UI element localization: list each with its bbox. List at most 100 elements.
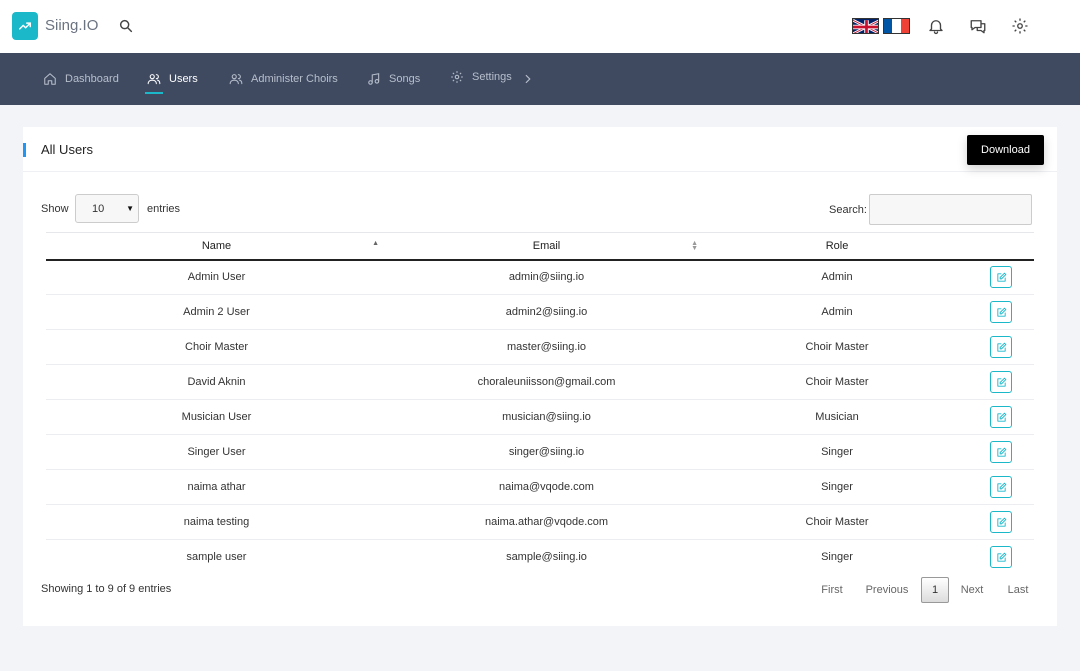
pagination-page-current[interactable]: 1 — [921, 577, 949, 603]
edit-user-button[interactable] — [990, 546, 1012, 569]
cell-actions — [968, 469, 1034, 505]
table-row: Singer User singer@siing.io Singer — [46, 434, 1034, 470]
table-row: Choir Master master@siing.io Choir Master — [46, 329, 1034, 365]
cell-role: Choir Master — [706, 329, 968, 365]
uk-flag-icon[interactable] — [852, 18, 879, 34]
app-title[interactable]: Siing.IO — [45, 17, 99, 34]
edit-icon — [996, 377, 1006, 387]
chevron-right-icon — [525, 74, 531, 84]
column-header-role[interactable]: Role — [706, 232, 968, 261]
search-label: Search: — [829, 204, 867, 216]
cell-name: Choir Master — [46, 329, 387, 365]
nav-item-settings[interactable]: Settings — [450, 51, 512, 103]
music-note-icon — [368, 73, 380, 85]
cell-actions — [968, 504, 1034, 540]
edit-user-button[interactable] — [990, 476, 1012, 498]
home-icon — [44, 73, 56, 85]
cell-actions — [968, 399, 1034, 435]
nav-item-users[interactable]: Users — [147, 53, 198, 105]
sort-asc-icon: ▲ — [372, 240, 379, 247]
nav-item-label: Settings — [472, 71, 512, 83]
nav-item-dashboard[interactable]: Dashboard — [43, 53, 119, 105]
cell-email: singer@siing.io — [387, 434, 706, 470]
download-button[interactable]: Download — [967, 135, 1044, 165]
gear-icon — [451, 71, 463, 83]
france-flag-icon[interactable] — [883, 18, 910, 34]
table-row: Admin 2 User admin2@siing.io Admin — [46, 294, 1034, 330]
trending-up-icon — [19, 22, 31, 30]
edit-user-button[interactable] — [990, 511, 1012, 533]
nav-item-label: Administer Choirs — [251, 73, 338, 85]
cell-name: naima athar — [46, 469, 387, 505]
edit-icon — [996, 412, 1006, 422]
nav-item-label: Dashboard — [65, 73, 119, 85]
pagination-last[interactable]: Last — [1007, 584, 1029, 596]
edit-user-button[interactable] — [990, 371, 1012, 393]
search-input[interactable] — [869, 194, 1032, 225]
search-icon[interactable] — [118, 18, 134, 34]
users-table: Name ▲ Email ▲ ▼ Role Admin User admin@siing… — [46, 232, 1034, 575]
cell-email: master@siing.io — [387, 329, 706, 365]
edit-user-button[interactable] — [990, 406, 1012, 428]
caret-down-icon: ▼ — [126, 204, 134, 213]
cell-email: admin2@siing.io — [387, 294, 706, 330]
users-icon — [229, 74, 243, 85]
cell-email: choraleuniisson@gmail.com — [387, 364, 706, 400]
column-header-actions — [968, 232, 1034, 261]
pagination-next[interactable]: Next — [960, 584, 984, 596]
table-body: Admin User admin@siing.io Admin Admin 2 Use… — [46, 259, 1034, 575]
edit-icon — [996, 447, 1006, 457]
cell-email: musician@siing.io — [387, 399, 706, 435]
cell-name: Admin User — [46, 259, 387, 295]
edit-user-button[interactable] — [990, 336, 1012, 358]
cell-actions — [968, 434, 1034, 470]
pagination-first[interactable]: First — [821, 584, 843, 596]
top-bar: Siing.IO — [0, 0, 1080, 53]
nav-item-songs[interactable]: Songs — [367, 53, 420, 105]
cell-role: Musician — [706, 399, 968, 435]
cell-email: sample@siing.io — [506, 551, 587, 564]
entries-length-value: 10 — [92, 202, 105, 215]
cell-name: naima testing — [46, 504, 387, 540]
pagination-previous[interactable]: Previous — [865, 584, 909, 596]
nav-more-button[interactable] — [521, 53, 535, 105]
cell-name: Admin 2 User — [46, 294, 387, 330]
nav-item-label: Songs — [389, 73, 421, 85]
entries-length-select[interactable]: 10 ▼ — [75, 194, 139, 223]
edit-icon — [996, 342, 1006, 352]
nav-item-administer-choirs[interactable]: Administer Choirs — [229, 53, 338, 105]
cell-name: sample user — [186, 551, 247, 564]
cell-name: David Aknin — [46, 364, 387, 400]
edit-icon — [996, 482, 1006, 492]
table-info: Showing 1 to 9 of 9 entries — [41, 583, 172, 595]
gear-icon[interactable] — [1011, 17, 1029, 35]
cell-role: Admin — [706, 259, 968, 295]
cell-role: Singer — [706, 434, 968, 470]
active-tab-indicator — [145, 92, 163, 94]
edit-icon — [996, 307, 1006, 317]
table-header-row: Name ▲ Email ▲ ▼ Role — [46, 232, 1034, 261]
table-row: Admin User admin@siing.io Admin — [46, 259, 1034, 295]
chat-icon[interactable] — [969, 17, 987, 35]
users-card: All Users Download Show 10 ▼ entries Sea… — [23, 127, 1057, 626]
column-header-name[interactable]: Name ▲ — [46, 232, 387, 261]
card-accent-bar — [23, 143, 26, 157]
table-row: Musician User musician@siing.io Musician — [46, 399, 1034, 435]
cell-name: Musician User — [46, 399, 387, 435]
app-logo[interactable] — [12, 12, 38, 40]
edit-icon — [996, 552, 1006, 562]
card-header: All Users Download — [23, 127, 1057, 172]
table-row: sample user sample@siing.io Singer — [46, 540, 1034, 575]
column-header-email[interactable]: Email ▲ ▼ — [387, 232, 706, 261]
cell-role: Singer — [821, 551, 853, 564]
bell-icon[interactable] — [927, 17, 945, 35]
edit-user-button[interactable] — [990, 441, 1012, 463]
show-label: Show — [41, 203, 69, 215]
cell-actions — [968, 294, 1034, 330]
edit-user-button[interactable] — [990, 266, 1012, 289]
nav-item-label: Users — [169, 73, 198, 85]
cell-role: Singer — [706, 469, 968, 505]
cell-role: Choir Master — [706, 364, 968, 400]
cell-role: Choir Master — [706, 504, 968, 540]
edit-user-button[interactable] — [990, 301, 1012, 323]
